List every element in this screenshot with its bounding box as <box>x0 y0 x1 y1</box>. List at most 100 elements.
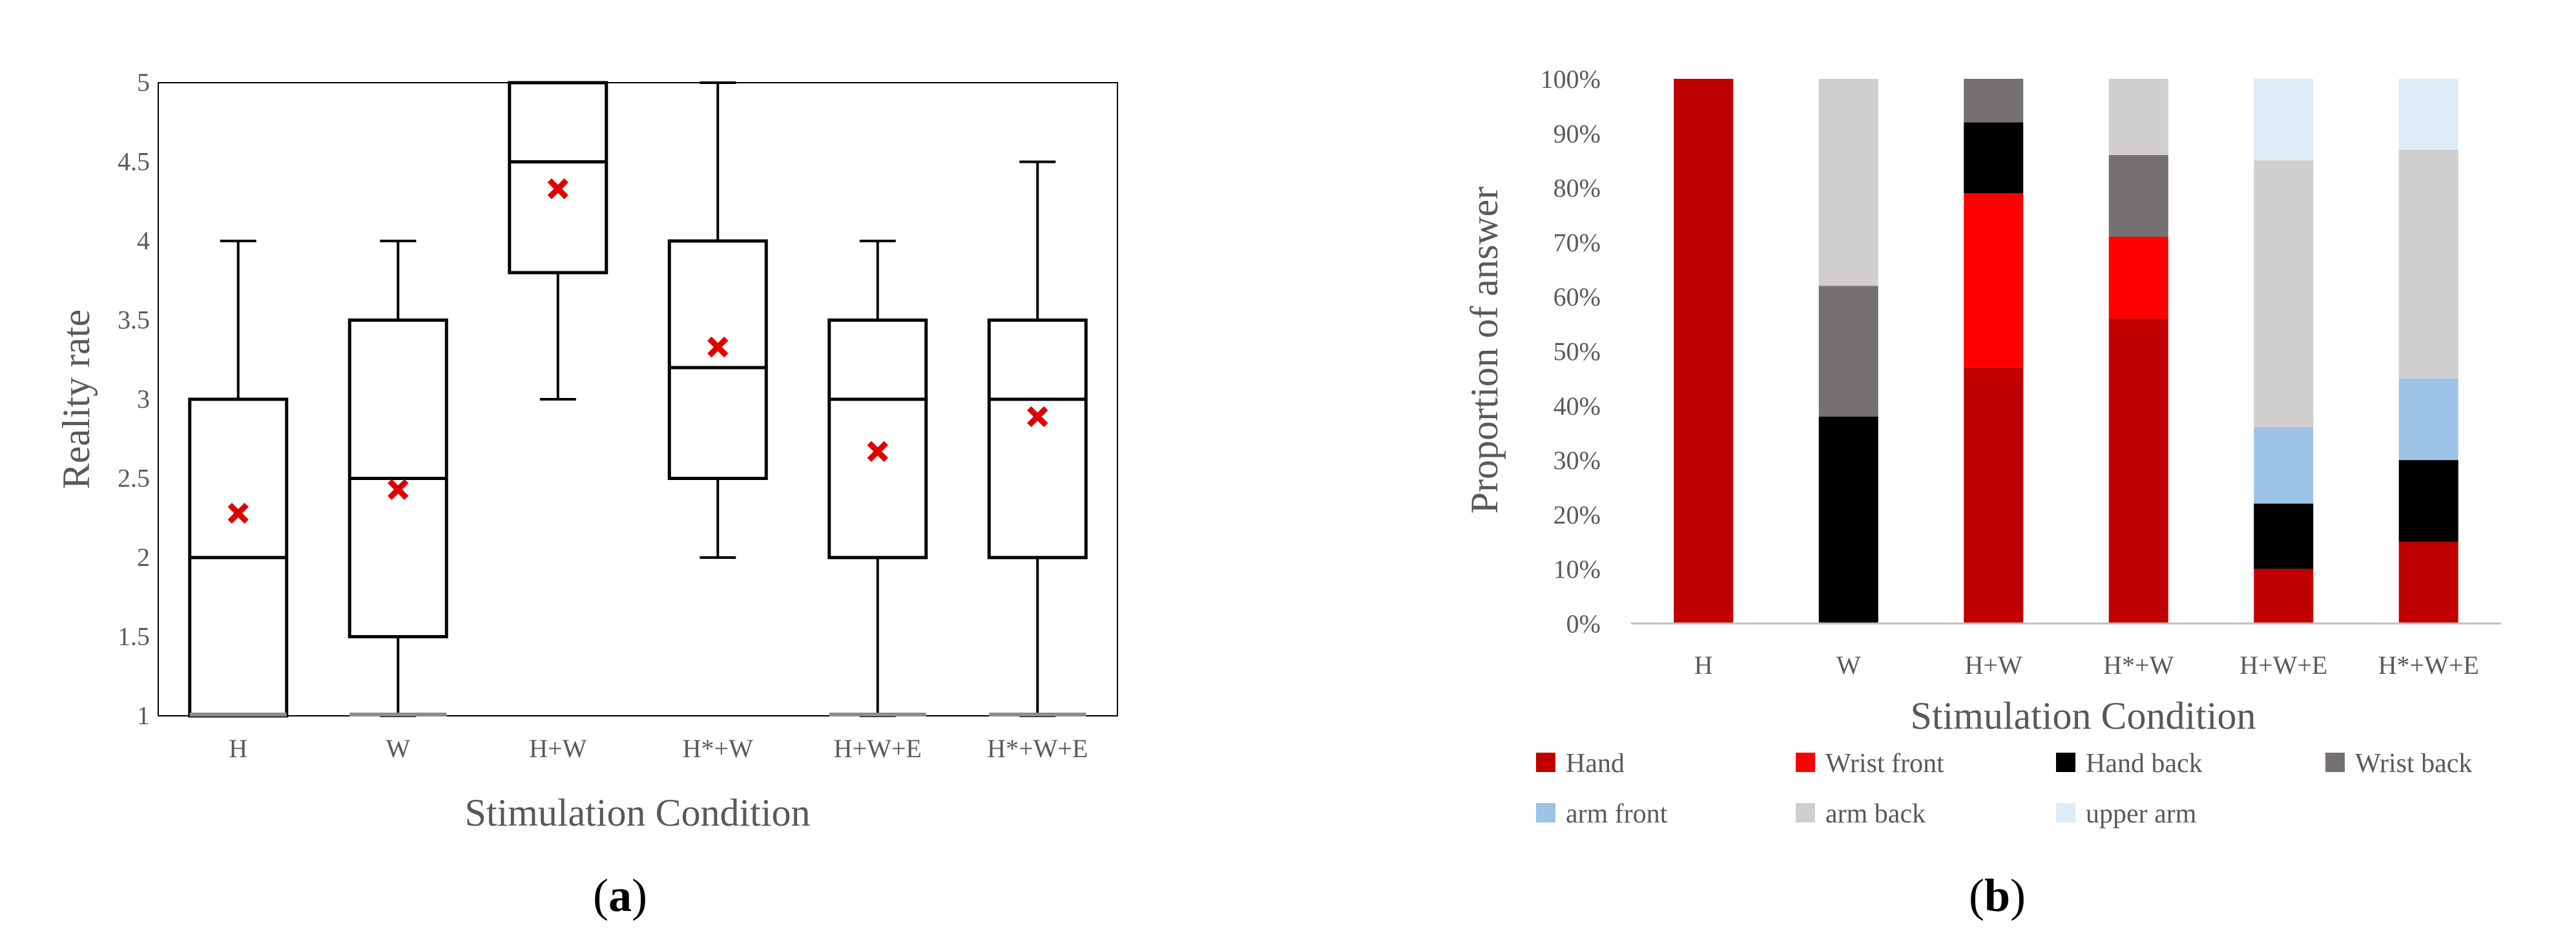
mean-marker <box>547 178 568 200</box>
bar-segment-wrist-front <box>1964 193 2024 368</box>
bar-segment-arm-front <box>2398 378 2458 461</box>
y-tick-label: 4 <box>137 226 150 255</box>
mean-marker <box>1027 406 1048 428</box>
legend-item-wrist-back: Wrist back <box>2325 749 2472 779</box>
x-tick-label-h-plus-w-plus-e: H+W+E <box>834 734 922 763</box>
y-tick-label: 5 <box>137 68 150 97</box>
y-tick-label: 30% <box>1553 446 1601 475</box>
bar-segment-hand <box>1964 367 2024 623</box>
x-tick-label-hstar-plus-w-plus-e: H*+W+E <box>2378 651 2479 680</box>
stacked-bar-h <box>1674 79 1734 623</box>
x-axis-ticks: H W H+W H*+W H+W+E H*+W+E <box>229 734 1088 763</box>
box-iqr <box>667 239 768 480</box>
bar-segment-wrist-front <box>2108 236 2168 319</box>
legend-swatch <box>2056 803 2075 822</box>
legend-swatch <box>1536 803 1555 822</box>
bar-segment-hand-back <box>1818 416 1878 623</box>
x-tick-label-hstar-plus-w-plus-e: H*+W+E <box>987 734 1088 763</box>
y-axis-title: Reality rate <box>55 309 98 489</box>
stacked-bar-hstar-plus-w-plus-e <box>2398 79 2458 623</box>
mean-marker <box>388 479 409 500</box>
panel-label-a: (a) <box>593 870 647 921</box>
stacked-bar-h-plus-w <box>1964 79 2024 623</box>
bar-segment-hand <box>2254 569 2314 623</box>
legend-label: Wrist back <box>2355 749 2472 779</box>
legend-label: arm front <box>1566 799 1668 829</box>
bar-segment-arm-front <box>2254 427 2314 504</box>
x-axis-ticks: H W H+W H*+W H+W+E H*+W+E <box>1694 651 2479 680</box>
legend-item-wrist-front: Wrist front <box>1796 749 1944 779</box>
y-tick-label: 80% <box>1553 174 1601 203</box>
bar-segment-hand-back <box>1964 122 2024 194</box>
y-tick-label: 1.5 <box>118 622 150 651</box>
legend-swatch <box>1536 753 1555 772</box>
x-tick-label-hstar-plus-w: H*+W <box>2103 651 2174 680</box>
y-tick-label: 40% <box>1553 392 1601 421</box>
y-tick-label: 60% <box>1553 282 1601 311</box>
stacked-bar-series <box>1674 79 2458 623</box>
box-h-plus-w-plus-e <box>827 240 928 717</box>
mean-marker <box>227 503 249 524</box>
legend-swatch <box>1796 803 1815 822</box>
legend-item-hand-back: Hand back <box>2056 749 2203 779</box>
bar-segment-wrist-back <box>2108 155 2168 237</box>
legend-swatch <box>2056 753 2075 772</box>
bar-segment-wrist-back <box>1964 79 2024 123</box>
y-tick-label: 100% <box>1541 65 1601 94</box>
box-w <box>348 240 448 717</box>
bar-segment-upper-arm <box>2254 79 2314 161</box>
y-axis-ticks: 1 1.5 2 2.5 3 3.5 4 4.5 5 <box>118 68 150 730</box>
x-tick-label-h-plus-w: H+W <box>529 734 587 763</box>
x-tick-label-h: H <box>1694 651 1713 680</box>
bar-segment-arm-back <box>2108 79 2168 156</box>
x-tick-label-hstar-plus-w: H*+W <box>683 734 753 763</box>
bar-segment-hand-back <box>2398 460 2458 542</box>
y-tick-label: 3.5 <box>118 306 150 335</box>
stacked-bar-h-plus-w-plus-e <box>2254 79 2314 623</box>
legend-item-hand: Hand <box>1536 749 1625 779</box>
stacked-bar-w <box>1818 79 1878 623</box>
x-axis-title: Stimulation Condition <box>1910 695 2256 737</box>
y-tick-label: 20% <box>1553 500 1601 529</box>
y-tick-label: 50% <box>1553 337 1601 366</box>
panel-b-stacked-bar-chart: 0%10%20%30%40%50%60%70%80%90%100% H W H+W H… <box>1463 65 2501 921</box>
box-iqr <box>827 319 928 559</box>
legend-swatch <box>2325 753 2345 772</box>
box-iqr <box>987 319 1088 559</box>
y-tick-label: 10% <box>1553 555 1601 584</box>
bar-segment-hand <box>2108 318 2168 623</box>
bar-segment-arm-back <box>2254 160 2314 428</box>
x-tick-label-h: H <box>229 734 247 763</box>
box-hstar-plus-w-plus-e <box>987 160 1088 717</box>
x-axis-title: Stimulation Condition <box>464 791 810 834</box>
bar-segment-hand <box>1674 79 1734 623</box>
legend-label: Hand <box>1566 749 1625 779</box>
bar-segment-wrist-back <box>1818 286 1878 417</box>
bar-segment-hand-back <box>2254 503 2314 569</box>
panel-a-box-plot: 1 1.5 2 2.5 3 3.5 4 4.5 5 H W H+W H*+W H+W+E H*+W+E S… <box>55 68 1118 921</box>
y-tick-label: 2 <box>137 543 150 572</box>
box-h-plus-w <box>508 81 608 401</box>
x-tick-label-w: W <box>1836 651 1861 680</box>
y-tick-label: 90% <box>1553 119 1601 148</box>
mean-marker <box>707 336 729 358</box>
bar-segment-hand <box>2398 541 2458 623</box>
x-tick-label-h-plus-w: H+W <box>1965 651 2022 680</box>
stacked-bar-hstar-plus-w <box>2108 79 2168 623</box>
bar-segment-arm-back <box>1818 79 1878 286</box>
y-tick-label: 3 <box>137 384 150 413</box>
box-series <box>188 81 1088 718</box>
y-axis-title: Proportion of answer <box>1463 187 1506 514</box>
legend-item-arm-back: arm back <box>1796 799 1926 829</box>
x-tick-label-w: W <box>386 734 410 763</box>
y-tick-label: 4.5 <box>118 147 150 176</box>
box-h <box>188 240 289 718</box>
legend-swatch <box>1796 753 1815 772</box>
legend-label: Wrist front <box>1825 749 1944 779</box>
mean-marker <box>867 441 888 463</box>
plot-area-frame <box>158 82 1118 716</box>
y-tick-label: 70% <box>1553 228 1601 257</box>
legend-label: arm back <box>1825 799 1926 829</box>
legend-item-upper-arm: upper arm <box>2056 799 2197 829</box>
